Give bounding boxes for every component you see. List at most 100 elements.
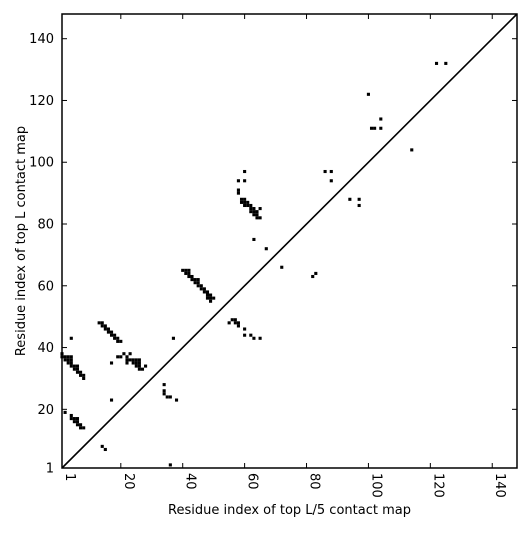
x-tick-label: 100 <box>368 473 383 498</box>
contact-point <box>199 287 203 291</box>
contact-point <box>193 281 197 285</box>
contact-point <box>66 361 70 365</box>
contact-point <box>79 426 83 430</box>
contact-point <box>209 293 213 297</box>
contact-point <box>243 203 247 208</box>
contact-point <box>100 444 104 448</box>
contact-point <box>329 179 333 183</box>
contact-point <box>116 339 120 343</box>
x-tick-label: 140 <box>492 473 507 498</box>
contact-point <box>249 333 253 337</box>
contact-point <box>144 364 148 368</box>
contact-point <box>75 420 80 424</box>
contact-point <box>109 398 114 402</box>
contact-point <box>187 274 191 279</box>
contact-point <box>252 213 256 217</box>
contact-point <box>444 61 448 65</box>
contact-point <box>174 398 179 402</box>
contact-point <box>75 370 80 374</box>
contact-point <box>199 284 203 288</box>
contact-point <box>134 358 138 362</box>
contact-point <box>119 355 123 359</box>
contact-point <box>119 339 123 343</box>
contact-point <box>280 265 284 269</box>
contact-point <box>187 271 191 275</box>
contact-point <box>103 324 107 328</box>
contact-point <box>379 117 383 121</box>
contact-point <box>63 410 67 414</box>
contact-point <box>249 203 253 208</box>
contact-point <box>75 417 80 421</box>
y-tick-label: 100 <box>29 156 54 171</box>
contact-point <box>202 290 206 294</box>
contact-point <box>252 210 256 214</box>
contact-point <box>100 321 104 325</box>
contact-point <box>103 447 107 452</box>
contact-point <box>323 169 327 174</box>
contact-point <box>184 271 188 275</box>
y-tick-label: 40 <box>37 341 54 356</box>
contact-point <box>379 126 383 130</box>
contact-point <box>434 61 439 65</box>
contact-point <box>106 327 110 331</box>
contact-point <box>193 278 197 282</box>
contact-point <box>181 268 185 272</box>
contact-point <box>209 296 213 300</box>
contact-point <box>243 169 247 174</box>
contact-point <box>264 247 268 251</box>
y-tick-label: 1 <box>46 462 54 477</box>
contact-point <box>249 210 253 214</box>
x-axis-label: Residue index of top L/5 contact map <box>168 503 411 518</box>
contact-point <box>258 216 262 220</box>
contact-point <box>255 216 259 220</box>
contact-point <box>69 361 73 365</box>
contact-point <box>140 367 145 371</box>
contact-point <box>314 271 318 275</box>
contact-point <box>162 383 166 387</box>
contact-point <box>72 420 76 424</box>
contact-point <box>66 358 70 362</box>
contact-point <box>82 376 86 380</box>
contact-point <box>137 367 141 371</box>
contact-point <box>122 352 126 356</box>
contact-point <box>75 364 80 368</box>
contact-point <box>196 284 200 288</box>
contact-point <box>72 367 76 371</box>
contact-point <box>134 364 138 368</box>
contact-point <box>125 355 129 359</box>
contact-point <box>162 389 166 393</box>
contact-point <box>82 426 86 430</box>
contact-point <box>255 213 259 217</box>
plot-area <box>60 13 518 469</box>
contact-point <box>116 336 120 340</box>
contact-point <box>109 361 114 365</box>
contact-point <box>239 200 244 204</box>
diagonal-line <box>61 13 518 469</box>
x-tick-label: 40 <box>183 473 198 490</box>
contact-point <box>131 361 135 365</box>
contact-point <box>252 207 256 211</box>
contact-point <box>243 333 247 337</box>
contact-point <box>79 370 83 374</box>
contact-point <box>196 278 200 282</box>
y-tick-label: 20 <box>37 403 54 418</box>
contact-point <box>103 327 107 331</box>
contact-point <box>137 364 141 368</box>
contact-point <box>233 318 237 322</box>
contact-point <box>134 361 138 365</box>
contact-point <box>137 358 141 362</box>
contact-point <box>79 423 83 427</box>
contact-point <box>243 327 247 331</box>
contact-point <box>109 333 114 337</box>
contact-point <box>329 169 333 174</box>
x-tick-label: 120 <box>430 473 445 498</box>
contact-point <box>75 367 80 371</box>
contact-point <box>227 321 231 325</box>
y-tick-label: 140 <box>29 32 54 47</box>
contact-point <box>116 355 120 359</box>
contact-point <box>125 361 129 365</box>
contact-point <box>187 268 191 272</box>
contact-point <box>258 336 262 340</box>
